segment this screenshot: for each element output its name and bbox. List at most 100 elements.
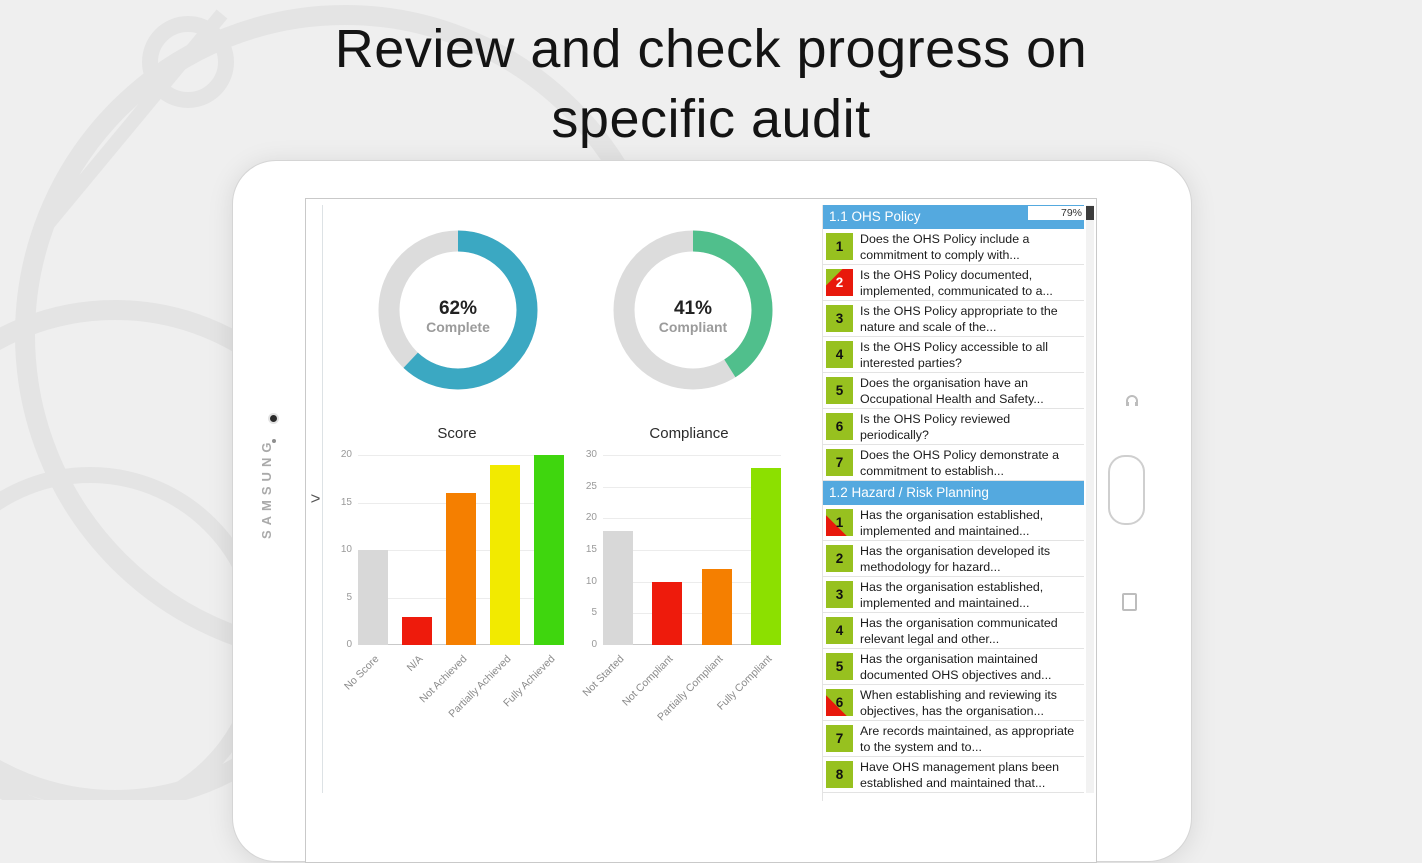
status-badge: 6	[826, 413, 853, 440]
donut-percent: 41%	[674, 298, 712, 319]
bar-n-a	[402, 616, 432, 645]
headset-icon	[1126, 395, 1138, 406]
grid-line	[603, 455, 781, 456]
grid-line	[358, 455, 564, 456]
status-badge: 1	[826, 233, 853, 260]
tablet-device-frame: SAMSUNG > 62% Complete 41% Compliant Score…	[232, 160, 1192, 863]
donut-label: Complete	[426, 319, 490, 335]
question-text: Is the OHS Policy accessible to all inte…	[860, 340, 1049, 370]
sd-card-slot-icon	[1122, 593, 1137, 611]
score-chart-title: Score	[437, 425, 477, 442]
question-row[interactable]: 5 Has the organisation maintained documen…	[823, 649, 1084, 685]
y-tick-label: 10	[340, 544, 352, 555]
status-badge: 6	[826, 689, 853, 716]
question-text: Has the organisation established, implem…	[860, 508, 1044, 538]
status-badge: 2	[826, 269, 853, 296]
status-badge: 8	[826, 761, 853, 788]
question-row[interactable]: 7 Does the OHS Policy demonstrate a commi…	[823, 445, 1084, 481]
status-badge: 4	[826, 617, 853, 644]
question-row[interactable]: 2 Has the organisation developed its meth…	[823, 541, 1084, 577]
x-axis	[603, 644, 781, 645]
x-tick-label: Fully Compliant	[714, 653, 775, 713]
bar-not-achieved	[446, 493, 476, 645]
y-tick-label: 15	[340, 496, 352, 508]
section-header[interactable]: 1.2 Hazard / Risk Planning	[823, 481, 1084, 505]
question-row[interactable]: 1 Does the OHS Policy include a commitmen…	[823, 229, 1084, 265]
expand-chevron-icon[interactable]: >	[310, 489, 321, 508]
status-badge: 1	[826, 509, 853, 536]
question-text: Does the organisation have an Occupation…	[860, 376, 1044, 406]
x-tick-label: N/A	[404, 653, 426, 674]
bar-no-score	[358, 550, 388, 645]
bar-partially-achieved	[490, 464, 520, 645]
bar-not-started	[603, 531, 633, 645]
status-badge: 7	[826, 449, 853, 476]
question-text: Is the OHS Policy documented, implemente…	[860, 268, 1053, 298]
status-badge: 4	[826, 341, 853, 368]
status-badge: 5	[826, 377, 853, 404]
question-text: Does the OHS Policy include a commitment…	[860, 232, 1030, 262]
question-text: Has the organisation communicated releva…	[860, 616, 1058, 646]
grid-line	[603, 613, 781, 615]
compliance-chart-title: Compliance	[649, 425, 729, 442]
status-badge: 5	[826, 653, 853, 680]
status-badge: 3	[826, 581, 853, 608]
y-tick-label: 30	[585, 449, 597, 460]
grid-line	[603, 486, 781, 488]
question-text: Does the OHS Policy demonstrate a commit…	[860, 448, 1060, 478]
bar-fully-compliant	[751, 467, 781, 645]
question-row[interactable]: 6 Is the OHS Policy reviewed periodically…	[823, 409, 1084, 445]
x-tick-label: Not Achieved	[417, 653, 470, 706]
y-tick-label: 20	[585, 512, 597, 524]
compliance-bar-chart: 0 5 10 15 20 25 30 Not Started Not Compliant Part…	[580, 449, 781, 723]
grid-line	[603, 518, 781, 520]
audit-app-screen: > 62% Complete 41% Compliant Score Complia…	[305, 198, 1097, 863]
grid-line	[603, 581, 781, 583]
page-title-line1: Review and check progress on	[334, 19, 1088, 79]
question-text: Is the OHS Policy appropriate to the nat…	[860, 304, 1058, 334]
scroll-percent-badge: 79%	[1028, 206, 1084, 220]
scrollbar-thumb[interactable]	[1086, 206, 1094, 220]
panel-divider	[322, 205, 323, 793]
y-tick-label: 25	[585, 480, 597, 492]
y-tick-label: 5	[591, 607, 597, 619]
x-tick-label: Partially Compliant	[654, 653, 726, 724]
question-row[interactable]: 3 Has the organisation established, imple…	[823, 577, 1084, 613]
question-row[interactable]: 5 Does the organisation have an Occupatio…	[823, 373, 1084, 409]
donut-percent: 62%	[439, 298, 477, 319]
question-row[interactable]: 7 Are records maintained, as appropriate …	[823, 721, 1084, 757]
grid-line	[603, 550, 781, 551]
question-text: Has the organisation maintained document…	[860, 652, 1052, 682]
x-tick-label: Not Compliant	[620, 653, 676, 709]
score-bar-chart: 0 5 10 15 20 No Score N/A Not Achieved Partially…	[341, 449, 564, 720]
question-row[interactable]: 3 Is the OHS Policy appropriate to the na…	[823, 301, 1084, 337]
status-badge: 7	[826, 725, 853, 752]
status-badge: 2	[826, 545, 853, 572]
question-list: 1.1 OHS Policy 1 Does the OHS Policy inclu…	[822, 205, 1084, 801]
y-tick-label: 0	[591, 639, 597, 650]
front-camera-icon	[270, 415, 277, 422]
question-text: When establishing and reviewing its obje…	[860, 688, 1057, 718]
donut-label: Compliant	[659, 319, 728, 335]
question-row[interactable]: 1 Has the organisation established, imple…	[823, 505, 1084, 541]
question-text: Has the organisation established, implem…	[860, 580, 1044, 610]
question-text: Are records maintained, as appropriate t…	[860, 724, 1075, 754]
question-row[interactable]: 4 Has the organisation communicated relev…	[823, 613, 1084, 649]
bar-partially-compliant	[701, 569, 732, 645]
complete-donut-chart: 62% Complete	[372, 224, 544, 396]
question-text: Has the organisation developed its metho…	[860, 544, 1051, 574]
question-row[interactable]: 6 When establishing and reviewing its obj…	[823, 685, 1084, 721]
question-text: Have OHS management plans been establish…	[860, 760, 1060, 790]
page-title-line2: specific audit	[551, 89, 871, 149]
question-row[interactable]: 8 Have OHS management plans been establis…	[823, 757, 1084, 793]
list-scrollbar[interactable]	[1086, 205, 1094, 793]
y-tick-label: 15	[585, 544, 597, 555]
compliant-donut-chart: 41% Compliant	[607, 224, 779, 396]
y-tick-label: 5	[346, 591, 352, 603]
question-row[interactable]: 2 Is the OHS Policy documented, implement…	[823, 265, 1084, 301]
y-tick-label: 0	[346, 639, 352, 650]
bar-fully-achieved	[534, 455, 564, 645]
y-tick-label: 20	[340, 449, 352, 460]
y-tick-label: 10	[585, 575, 597, 587]
question-row[interactable]: 4 Is the OHS Policy accessible to all int…	[823, 337, 1084, 373]
